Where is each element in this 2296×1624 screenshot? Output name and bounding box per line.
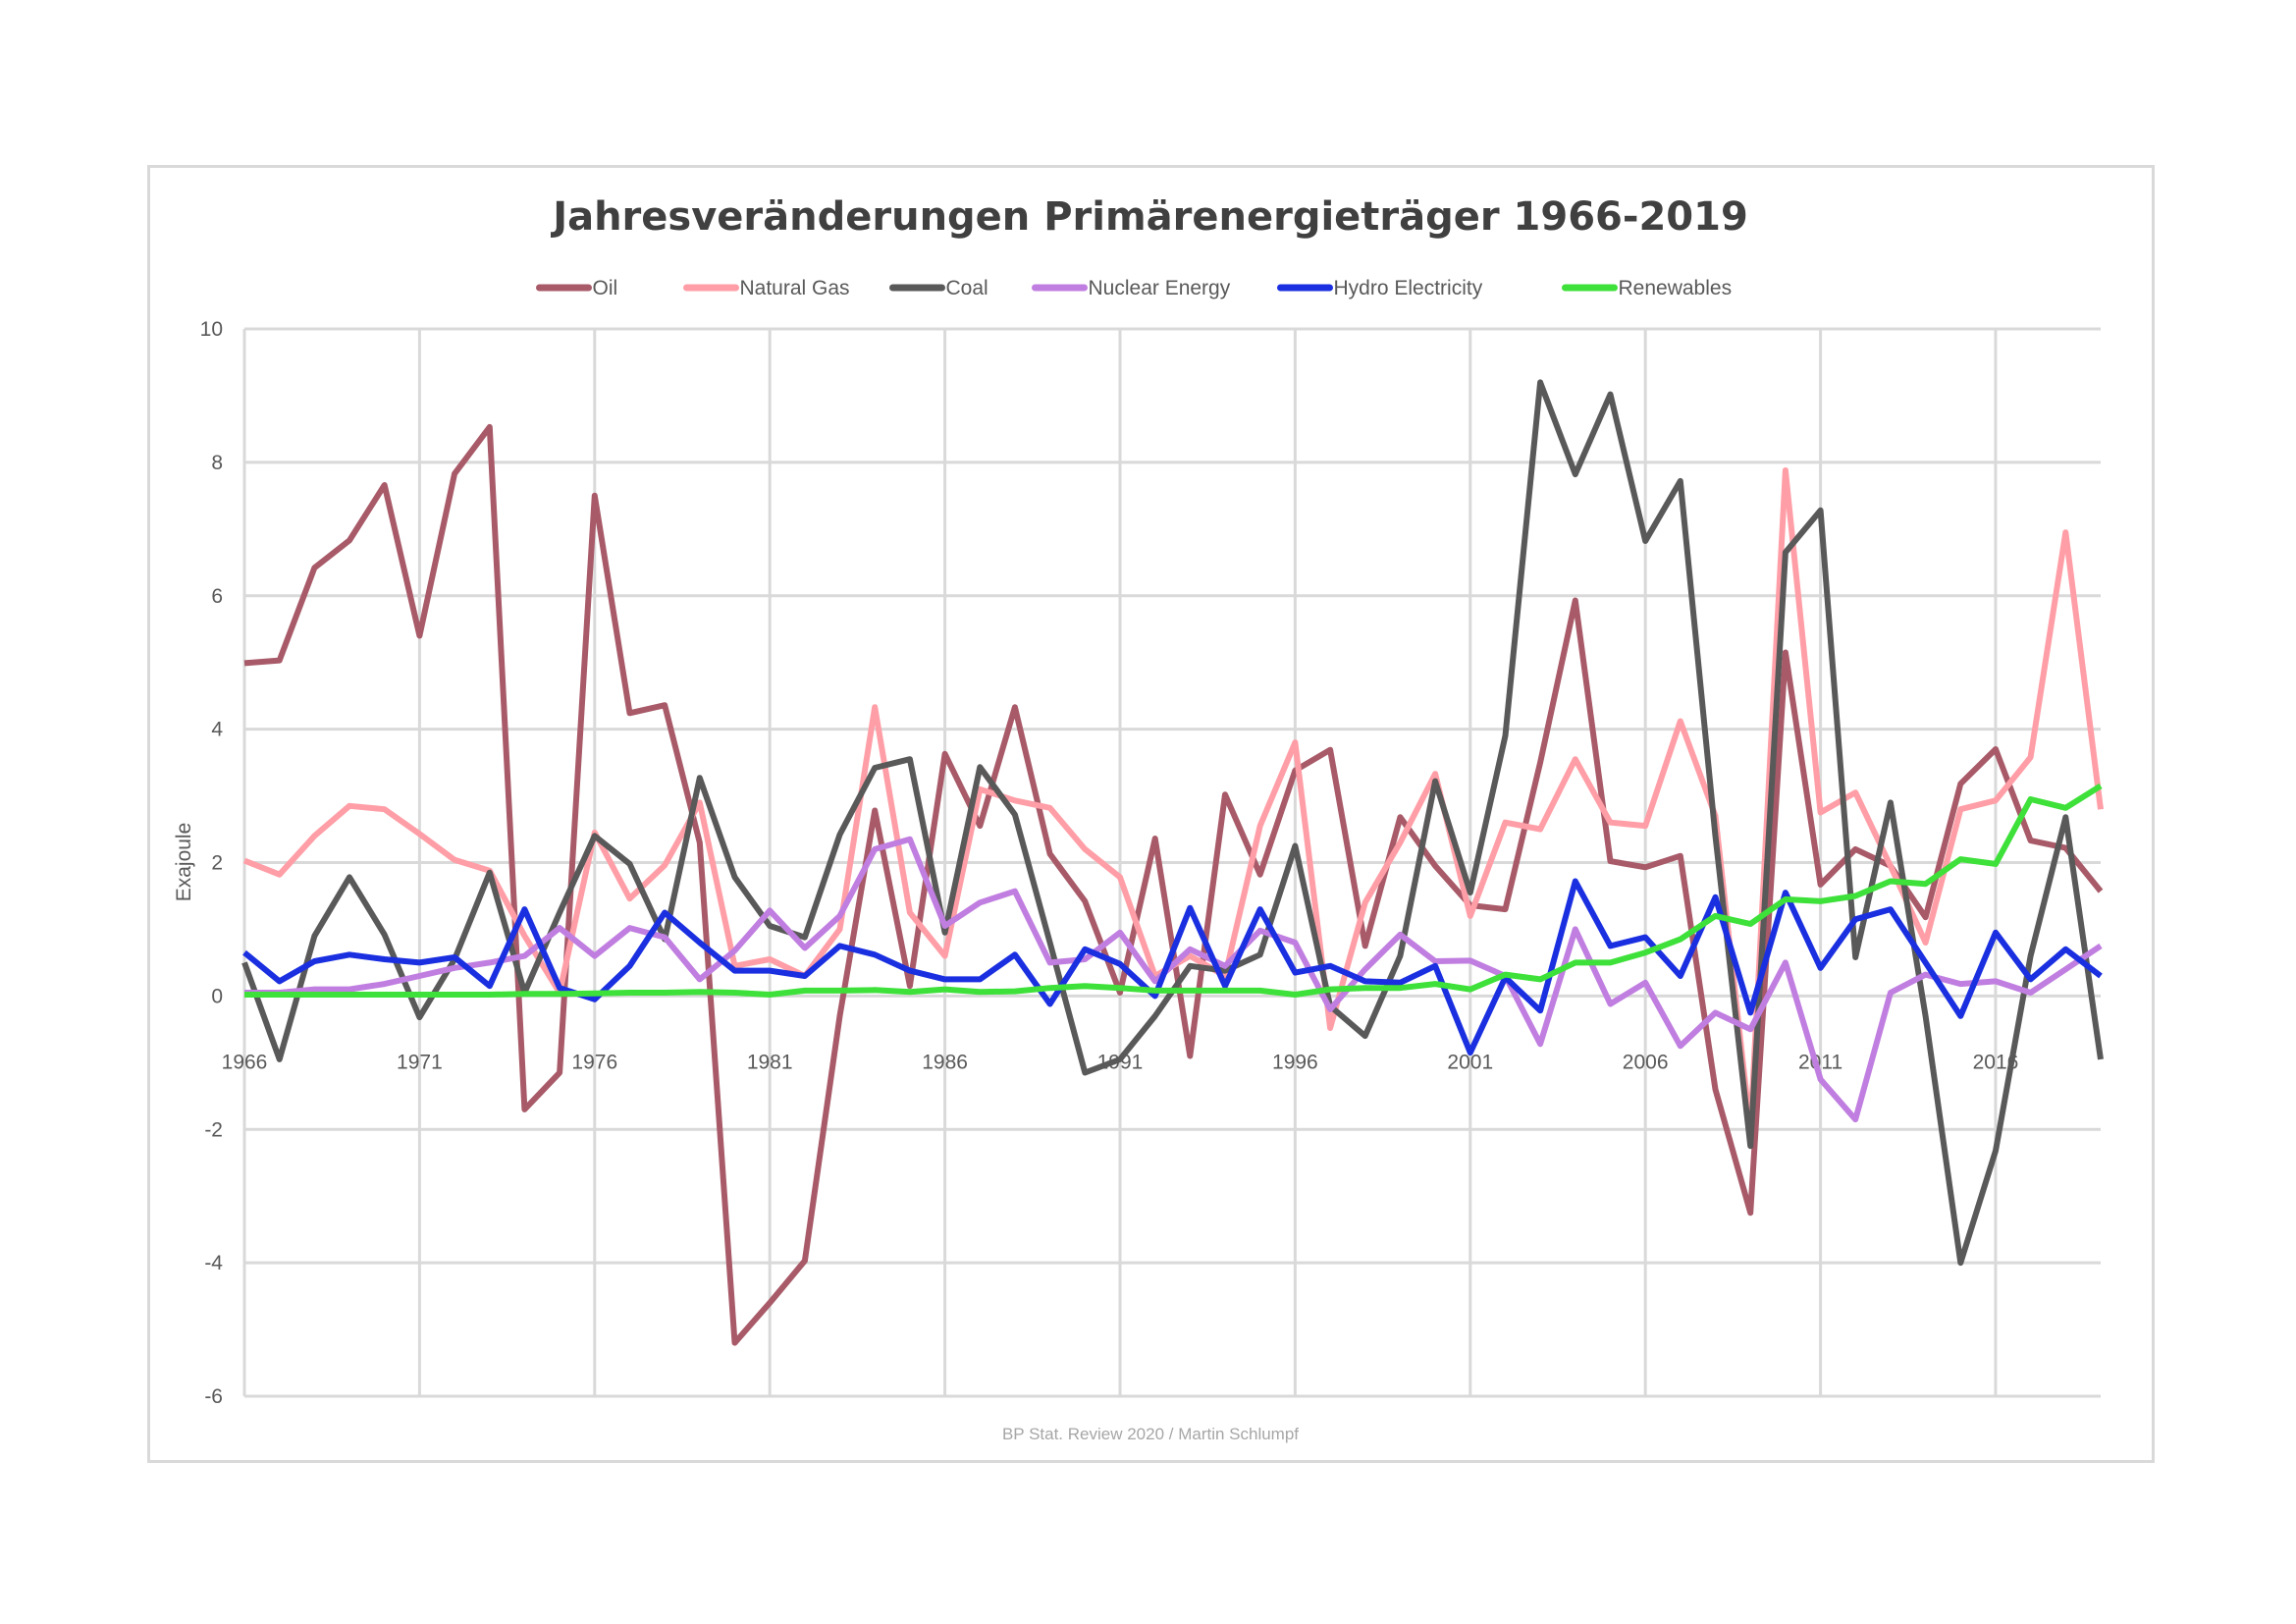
x-tick-label: 2016 [1973, 1051, 2019, 1073]
legend-label: Natural Gas [740, 277, 850, 299]
y-tick-label: 2 [211, 852, 223, 875]
chart-title: Jahresveränderungen Primärenergieträger … [550, 194, 1748, 240]
x-tick-label: 1981 [747, 1051, 793, 1073]
x-tick-label: 2011 [1798, 1051, 1842, 1073]
legend-item: Hydro Electricity [1277, 277, 1483, 299]
legend-item: Natural Gas [683, 277, 850, 299]
y-tick-label: -4 [204, 1252, 223, 1274]
x-tick-label: 1996 [1272, 1051, 1318, 1073]
y-tick-label: -2 [204, 1118, 223, 1141]
legend-item: Oil [536, 277, 618, 299]
source-note: BP Stat. Review 2020 / Martin Schlumpf [1002, 1425, 1299, 1443]
legend-label: Hydro Electricity [1334, 277, 1483, 299]
x-tick-label: 1966 [222, 1051, 268, 1073]
gridlines [242, 327, 2101, 1398]
series-line-nuclear-energy [244, 836, 2103, 1123]
legend-item: Nuclear Energy [1032, 277, 1231, 299]
y-axis-label: Exajoule [173, 823, 195, 902]
x-tick-label: 1976 [571, 1051, 617, 1073]
legend-label: Renewables [1619, 277, 1733, 299]
legend-label: Coal [946, 277, 988, 299]
x-axis-ticks: 1966 1971 1976 1981 1986 1991 1996 2001 2006 2011… [222, 1051, 2019, 1073]
y-tick-label: 0 [211, 985, 223, 1007]
legend-item: Renewables [1562, 277, 1733, 299]
x-tick-label: 1986 [922, 1051, 968, 1073]
series-line-renewables [244, 783, 2103, 998]
series-lines [241, 379, 2104, 1346]
y-tick-label: 8 [211, 452, 223, 474]
x-tick-label: 1971 [397, 1051, 443, 1073]
chart-frame [147, 165, 2155, 1463]
x-tick-label: 2006 [1623, 1051, 1669, 1073]
y-tick-label: 4 [211, 719, 223, 741]
series-line-hydro-electricity [242, 878, 2103, 1056]
legend-label: Nuclear Energy [1089, 277, 1231, 299]
y-tick-label: 10 [200, 318, 223, 341]
x-tick-label: 2001 [1447, 1051, 1493, 1073]
y-axis-ticks: 10 8 6 4 2 0 -2 -4 -6 [200, 318, 224, 1408]
legend-label: Oil [593, 277, 618, 299]
legend-item: Coal [889, 277, 988, 299]
legend: Oil Natural Gas Coal Nuclear Energy Hydro El… [536, 277, 1733, 299]
y-tick-label: 6 [211, 585, 223, 608]
y-tick-label: -6 [204, 1385, 223, 1408]
